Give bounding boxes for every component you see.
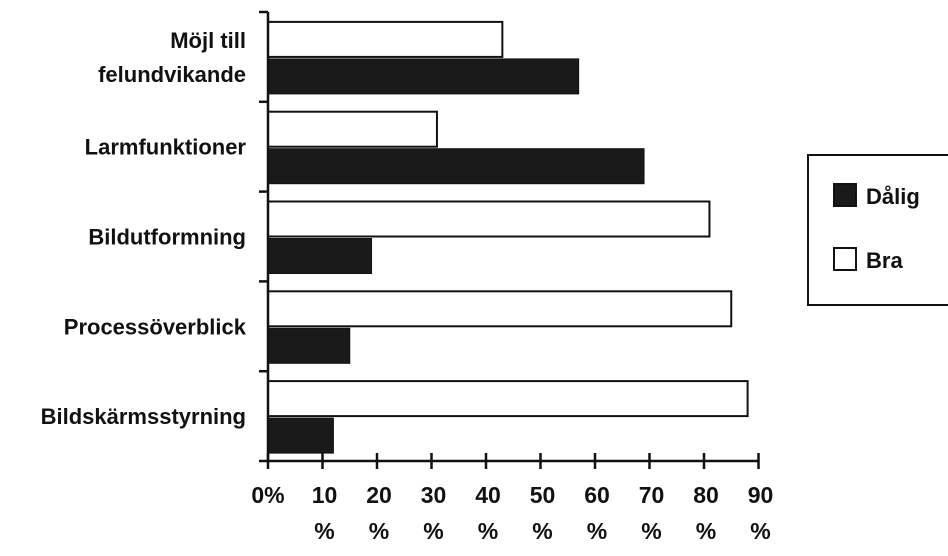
category-label: Bildskärmsstyrning	[41, 404, 246, 429]
x-tick-label-line: 20	[366, 482, 392, 508]
x-tick-label: 60%	[584, 482, 610, 544]
x-tick-label-line: %	[532, 518, 552, 544]
bar-dalig	[267, 58, 580, 95]
x-tick-label-line: 90	[748, 482, 774, 508]
x-tick-label-line: %	[423, 518, 443, 544]
category-label-line: Bildskärmsstyrning	[41, 404, 246, 429]
x-tick-label-line: 10	[312, 482, 338, 508]
x-tick-label-line: 80	[693, 482, 719, 508]
category-label-line: Processöverblick	[64, 314, 247, 339]
legend-swatch	[833, 247, 857, 271]
x-tick-label: 40%	[475, 482, 501, 544]
x-tick-label-line: %	[478, 518, 498, 544]
legend-label: Dålig	[866, 184, 920, 209]
x-tick-label-line: 50	[530, 482, 556, 508]
legend-label: Bra	[866, 248, 903, 273]
legend-swatch	[833, 183, 857, 207]
x-tick-label: 90%	[748, 482, 774, 544]
x-tick-label: 20%	[366, 482, 392, 544]
x-tick-label: 50%	[530, 482, 556, 544]
legend: Dålig Bra	[807, 154, 948, 306]
x-tick-label-line: %	[750, 518, 770, 544]
x-tick-label: 30%	[421, 482, 447, 544]
x-tick-label: 0%	[251, 482, 284, 508]
x-tick-label-line: %	[641, 518, 661, 544]
x-tick-label-line: %	[369, 518, 389, 544]
x-tick-label-line: 40	[475, 482, 501, 508]
category-label-line: Larmfunktioner	[85, 135, 247, 160]
legend-box	[807, 154, 948, 306]
bar-bra	[267, 200, 711, 238]
x-tick-label-line: 30	[421, 482, 447, 508]
x-tick-label-line: %	[587, 518, 607, 544]
x-tick-label-line: %	[314, 518, 334, 544]
category-label: Bildutformning	[88, 225, 246, 250]
x-tick-label: 10%	[312, 482, 338, 544]
category-label-line: Möjl till	[170, 28, 246, 53]
bars-layer	[267, 20, 749, 454]
bar-bra	[267, 290, 733, 328]
category-label-line: Bildutformning	[88, 225, 246, 250]
category-label: Larmfunktioner	[85, 135, 247, 160]
x-tick-label-line: 70	[639, 482, 665, 508]
category-label: Processöverblick	[64, 314, 247, 339]
bar-dalig	[267, 238, 373, 274]
category-label: Möjl till felundvikande	[98, 28, 246, 87]
bar-dalig	[267, 327, 351, 364]
axis-layer	[259, 10, 760, 469]
bar-bra	[267, 380, 749, 418]
bar-bra	[267, 20, 504, 58]
x-tick-label-line: 60	[584, 482, 610, 508]
x-tick-label: 70%	[639, 482, 665, 544]
category-label-line: felundvikande	[98, 62, 246, 87]
bar-dalig	[267, 148, 645, 185]
labels-layer: Möjl till felundvikande Larmfunktioner Bild…	[41, 28, 774, 544]
x-tick-label-line: %	[696, 518, 716, 544]
bar-dalig	[267, 417, 334, 454]
x-tick-label: 80%	[693, 482, 719, 544]
bar-bra	[267, 110, 438, 148]
x-tick-label-line: 0%	[251, 482, 284, 508]
